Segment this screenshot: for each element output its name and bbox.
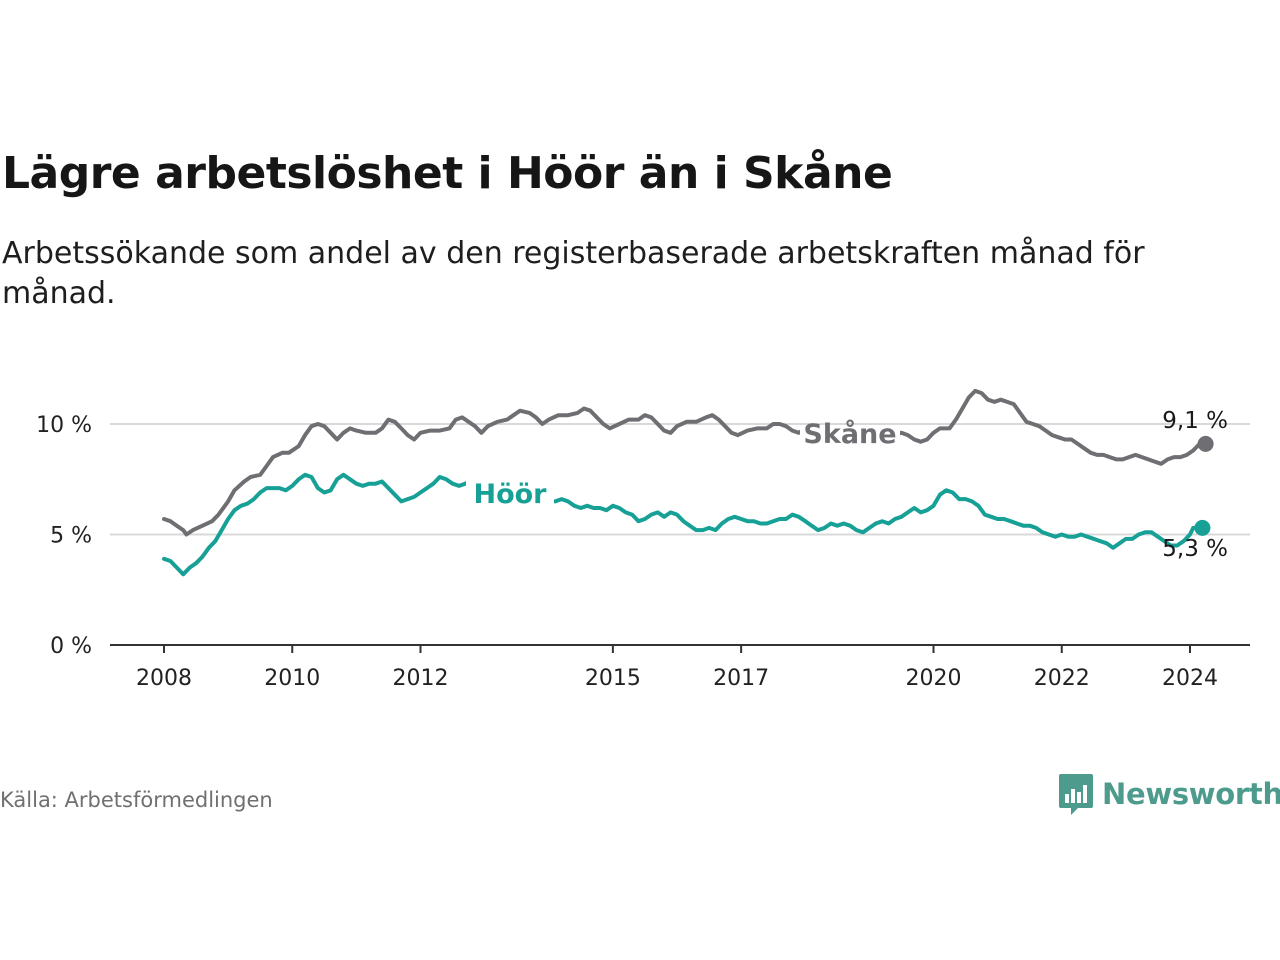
series-end-label: 9,1 % <box>1162 408 1228 434</box>
source-note: Källa: Arbetsförmedlingen <box>0 788 273 812</box>
series-line-hoor <box>162 472 1199 577</box>
y-tick-label: 5 % <box>50 524 92 549</box>
series-name-label: Höör <box>473 479 547 510</box>
axis-layer: 0 % 5 % 10 % 2008 2010 2012 2015 2017 2020 2022 20… <box>36 413 1250 691</box>
series-end-label: 5,3 % <box>1162 536 1228 562</box>
chart-subtitle: Arbetssökande som andel av den registerb… <box>2 236 1145 311</box>
x-tick-label: 2020 <box>906 666 962 691</box>
series-layer <box>162 388 1214 577</box>
x-tick-label: 2010 <box>264 666 320 691</box>
x-tick-label: 2024 <box>1162 666 1218 691</box>
series-end-point <box>1194 519 1211 536</box>
x-tick-label: 2017 <box>713 666 769 691</box>
newsworthy-wordmark: Newsworthy <box>1102 777 1280 811</box>
x-tick-label: 2012 <box>393 666 449 691</box>
x-tick-label: 2022 <box>1034 666 1090 691</box>
x-tick-label: 2008 <box>136 666 192 691</box>
newsworthy-logo: Newsworthy <box>1058 772 1280 816</box>
y-tick-label: 0 % <box>50 634 92 659</box>
chart-title: Lägre arbetslöshet i Höör än i Skåne <box>2 148 893 199</box>
series-line-skane <box>162 388 1202 537</box>
y-tick-label: 10 % <box>36 413 92 438</box>
series-name-label: Skåne <box>803 418 896 450</box>
newsworthy-icon <box>1059 774 1093 815</box>
series-end-point <box>1197 435 1214 452</box>
label-layer: 9,1 % Skåne 5,3 % Höör <box>473 408 1228 562</box>
x-tick-label: 2015 <box>585 666 641 691</box>
